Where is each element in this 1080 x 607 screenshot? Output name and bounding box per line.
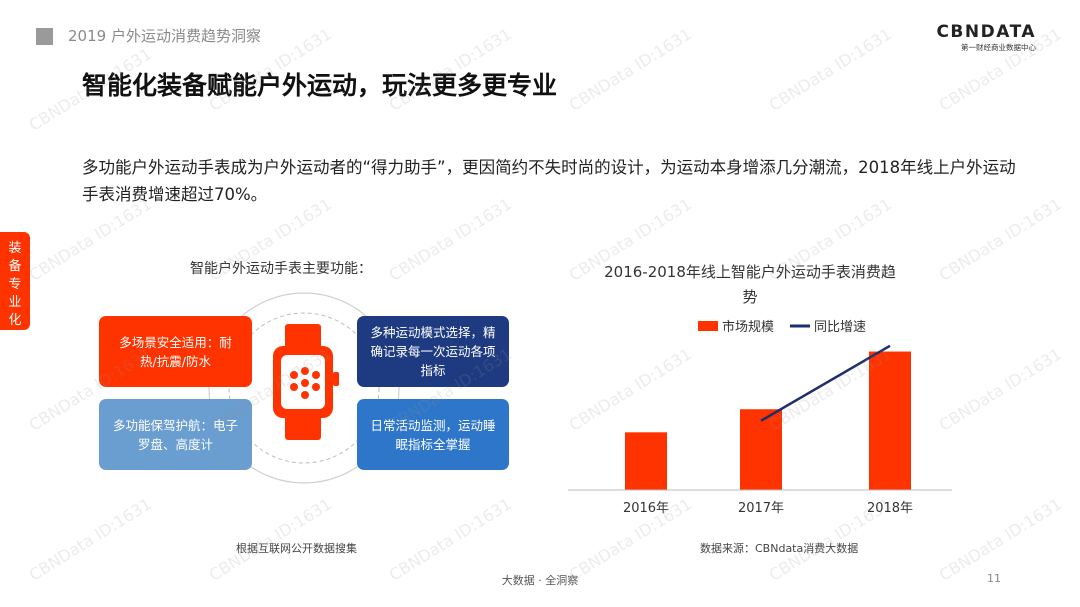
bar-2017年 (740, 409, 782, 490)
chart-title: 2016-2018年线上智能户外运动手表消费趋势 (604, 263, 896, 306)
x-tick-label: 2017年 (738, 501, 784, 516)
function-box-modes: 多种运动模式选择，精确记录每一次运动各项指标 (357, 316, 509, 387)
x-tick-label: 2018年 (867, 501, 913, 516)
legend-swatch-market (698, 321, 718, 331)
intro-paragraph: 多功能户外运动手表成为户外运动者的“得力助手”，更因简约不失时尚的设计，为运动本… (82, 158, 1016, 204)
smartwatch-icon (273, 324, 339, 440)
functions-source: 根据互联网公开数据搜集 (236, 542, 357, 555)
side-tab-char: 备 (8, 259, 22, 274)
bar-2016年 (625, 432, 667, 490)
chart: 市场规模 同比增速 2016年 2017年 2018年 (568, 319, 952, 516)
brand-subtitle: 第一财经商业数据中心 (961, 43, 1036, 52)
brand-logo: CBNDATA (936, 22, 1036, 42)
watermark-text: CBNData ID:1631 (765, 24, 895, 115)
footer-slogan: 大数据 · 全洞察 (501, 574, 579, 587)
diagram-rings (208, 292, 400, 484)
page-title: 智能化装备赋能户外运动，玩法更多更专业 (82, 71, 558, 100)
header-square (36, 28, 53, 45)
function-box-safety: 多场景安全适用：耐热/抗震/防水 (99, 316, 252, 387)
page-number: 11 (987, 572, 1001, 585)
watermark-text: CBNData ID:1631 (565, 24, 695, 115)
chart-source: 数据来源：CBNdata消费大数据 (700, 542, 859, 555)
legend-label-market: 市场规模 (722, 319, 774, 335)
side-tab-char: 业 (8, 295, 22, 310)
function-box-monitoring: 日常活动监测，运动睡眠指标全掌握 (357, 399, 509, 470)
side-tab-char: 化 (8, 313, 22, 328)
side-section-tab: 装 备 专 业 化 (0, 232, 30, 330)
function-box-compass: 多功能保驾护航：电子罗盘、高度计 (99, 399, 252, 470)
side-tab-char: 专 (8, 277, 22, 292)
bar-2018年 (869, 351, 911, 490)
functions-title: 智能户外运动手表主要功能： (190, 261, 372, 277)
report-title: 2019 户外运动消费趋势洞察 (68, 27, 261, 45)
legend-label-growth: 同比增速 (814, 320, 866, 335)
x-tick-label: 2016年 (623, 501, 669, 516)
growth-line (760, 344, 891, 422)
side-tab-char: 装 (8, 241, 22, 256)
